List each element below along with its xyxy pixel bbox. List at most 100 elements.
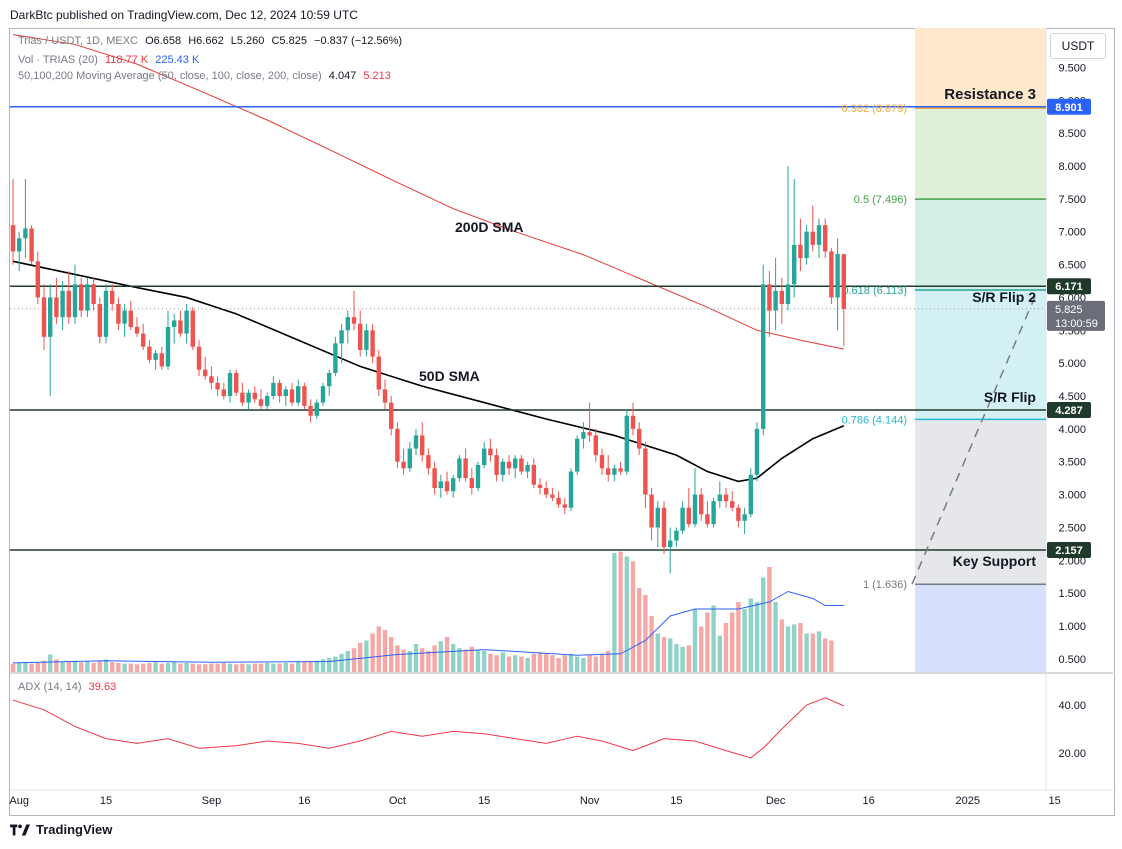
- x-axis-tick-label: 2025: [956, 795, 980, 807]
- candle-body: [742, 514, 747, 521]
- candle-body: [736, 507, 741, 521]
- volume-bar: [320, 659, 326, 672]
- volume-bar: [606, 651, 611, 672]
- volume-bar: [141, 663, 146, 672]
- candle-body: [692, 494, 698, 525]
- candle-body: [128, 310, 133, 327]
- legend-symbol[interactable]: Trias / USDT, 1D, MEXC: [18, 35, 138, 47]
- y-axis-tick-label: 4.000: [1058, 424, 1086, 436]
- volume-bar: [773, 602, 778, 672]
- volume-bar: [221, 662, 226, 672]
- chart-annotation: Resistance 3: [944, 86, 1036, 103]
- candle-body: [804, 231, 809, 258]
- candle-body: [234, 373, 239, 393]
- volume-bar: [128, 663, 133, 672]
- volume-bar: [97, 660, 102, 672]
- volume-bar: [475, 649, 481, 672]
- x-axis-tick-label: 16: [298, 795, 310, 807]
- volume-bar: [519, 656, 524, 672]
- candle-body: [730, 501, 735, 508]
- volume-bar: [823, 638, 828, 672]
- adx-axis-tick-label: 40.00: [1058, 700, 1086, 712]
- volume-bar: [351, 648, 357, 672]
- legend-high: H6.662: [188, 35, 224, 47]
- volume-bar: [599, 653, 605, 672]
- volume-bar: [184, 662, 189, 672]
- candle-body: [829, 251, 834, 298]
- volume-bar: [531, 653, 536, 672]
- y-axis-tick-label: 1.500: [1058, 588, 1086, 600]
- x-axis-tick-label: 15: [100, 795, 112, 807]
- candle-body: [792, 244, 797, 285]
- candle-body: [407, 448, 412, 469]
- volume-bar: [41, 660, 47, 672]
- candle-body: [159, 353, 164, 367]
- candle-body: [395, 428, 400, 462]
- legend-volume-label[interactable]: Vol · TRIAS (20): [18, 54, 98, 66]
- volume-bar: [60, 662, 65, 672]
- candle-body: [643, 448, 648, 495]
- volume-bar: [426, 651, 431, 672]
- volume-bar: [668, 638, 673, 672]
- legend-ma-value-2: 5.213: [363, 70, 391, 82]
- candle-body: [110, 290, 115, 304]
- legend-ohlc: Trias / USDT, 1D, MEXC O6.658 H6.662 L5.…: [18, 35, 406, 47]
- footer-brand[interactable]: TradingView: [36, 822, 113, 837]
- candle-body: [482, 448, 487, 465]
- legend-volume-value-2: 225.43 K: [155, 54, 200, 66]
- candle-body: [637, 428, 642, 449]
- candle-body: [779, 290, 784, 304]
- chart-annotation: 200D SMA: [455, 219, 523, 235]
- candle-body: [525, 465, 530, 472]
- chart-annotation: S/R Flip: [984, 389, 1036, 405]
- fib-level-label: 0.786 (4.144): [842, 414, 907, 426]
- level-price-tag: [1047, 541, 1091, 558]
- volume-bar: [203, 664, 208, 672]
- level-price-tag: [1047, 98, 1091, 115]
- volume-bar: [550, 655, 555, 672]
- candle-body: [277, 382, 282, 396]
- candle-body: [835, 254, 840, 298]
- candle-body: [209, 376, 214, 383]
- chart-annotation: S/R Flip 2: [972, 289, 1036, 305]
- candle-body: [302, 386, 307, 406]
- candle-body: [810, 231, 815, 245]
- volume-bar: [686, 645, 691, 672]
- legend-ma-label[interactable]: 50,100,200 Moving Average (50, close, 10…: [18, 70, 322, 82]
- candle-body: [339, 330, 344, 344]
- legend-change: −0.837 (−12.56%): [314, 35, 403, 47]
- volume-bar: [376, 626, 381, 672]
- candle-body: [215, 382, 220, 390]
- candle-body: [531, 465, 536, 485]
- volume-bar: [215, 663, 220, 672]
- currency-button[interactable]: USDT: [1050, 33, 1106, 59]
- candle-body: [469, 478, 474, 488]
- volume-bar: [314, 660, 319, 672]
- volume-bar: [420, 648, 425, 672]
- volume-bar: [246, 664, 251, 672]
- candle-body: [320, 386, 326, 403]
- volume-bar: [48, 654, 53, 672]
- candle-body: [134, 327, 140, 334]
- candle-body: [29, 228, 34, 262]
- volume-bar: [711, 605, 716, 672]
- candle-body: [184, 310, 189, 334]
- candle-body: [556, 497, 561, 505]
- candle-body: [767, 284, 772, 311]
- legend-volume: Vol · TRIAS (20) 118.77 K 225.43 K: [18, 54, 203, 66]
- candle-body: [550, 494, 555, 498]
- candle-body: [141, 333, 146, 347]
- candle-body: [699, 494, 704, 515]
- legend-adx-label[interactable]: ADX (14, 14): [18, 681, 82, 693]
- volume-bar: [643, 595, 648, 672]
- candle-body: [122, 310, 127, 324]
- volume-bar: [705, 612, 710, 672]
- candle-body: [426, 455, 431, 469]
- volume-bar: [370, 633, 375, 672]
- volume-bar: [85, 661, 90, 672]
- volume-bar: [544, 653, 549, 672]
- volume-bar: [742, 609, 747, 672]
- volume-bar: [122, 663, 127, 672]
- volume-bar: [804, 633, 809, 672]
